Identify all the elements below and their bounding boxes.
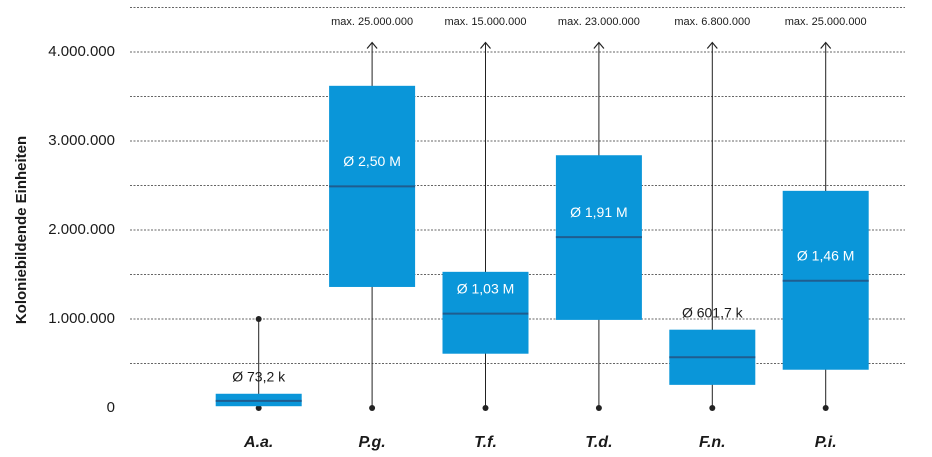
whisker-max	[255, 316, 262, 322]
y-tick-label: 1.000.000	[48, 310, 115, 327]
x-tick-label: P.g.	[358, 434, 385, 451]
whisker-min	[369, 405, 376, 411]
y-tick-label: 3.000.000	[48, 132, 115, 149]
y-tick-label: 0	[107, 399, 115, 416]
y-tick-label: 2.000.000	[48, 221, 115, 238]
mean-label: Ø 601,7 k	[682, 304, 744, 320]
x-tick-label: P.i.	[815, 434, 837, 451]
y-axis-label: Koloniebildende Einheiten	[13, 136, 30, 324]
x-tick-label: T.d.	[585, 434, 612, 451]
mean-label: Ø 1,03 M	[457, 280, 515, 296]
whisker-min	[595, 405, 602, 411]
mean-label: Ø 73,2 k	[232, 368, 286, 384]
whisker-arrow	[593, 41, 605, 49]
x-tick-label: T.f.	[474, 434, 497, 451]
whisker-arrow	[820, 41, 832, 49]
whisker-arrow	[480, 41, 491, 49]
max-label: max. 15.000.000	[445, 16, 527, 28]
whisker-arrow	[366, 41, 378, 49]
whisker-min	[822, 405, 829, 411]
x-tick-label: F.n.	[699, 434, 726, 451]
mean-label: Ø 1,91 M	[570, 204, 628, 220]
y-tick-label: 4.000.000	[48, 43, 115, 60]
mean-label: Ø 2,50 M	[343, 153, 401, 169]
max-label: max. 23.000.000	[558, 16, 640, 28]
mean-label: Ø 1,46 M	[797, 247, 855, 263]
max-label: max. 25.000.000	[331, 16, 413, 28]
whisker-arrow	[706, 41, 718, 49]
max-label: max. 25.000.000	[785, 16, 867, 28]
whisker-min	[255, 405, 262, 411]
whisker-min	[482, 405, 489, 411]
x-tick-label: A.a.	[243, 434, 273, 451]
whisker-min	[709, 405, 716, 411]
max-label: max. 6.800.000	[674, 16, 750, 28]
